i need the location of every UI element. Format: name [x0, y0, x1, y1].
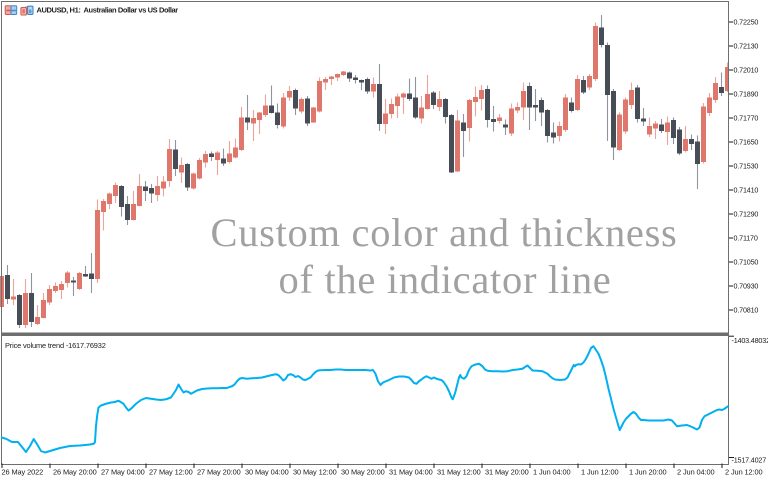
svg-text:0.71170: 0.71170: [734, 234, 758, 243]
svg-text:0.71890: 0.71890: [734, 90, 759, 99]
svg-text:-1517.4027: -1517.4027: [732, 456, 767, 465]
svg-text:0.70930: 0.70930: [734, 282, 759, 291]
svg-text:0.71530: 0.71530: [734, 162, 759, 171]
svg-text:30 May 20:00: 30 May 20:00: [341, 468, 385, 477]
svg-text:31 May 20:00: 31 May 20:00: [485, 468, 529, 477]
svg-text:0.72010: 0.72010: [734, 66, 759, 75]
svg-text:AUDUSD, H1: Australian Dollar: AUDUSD, H1: Australian Dollar vs US Doll…: [37, 6, 179, 15]
svg-text:27 May 04:00: 27 May 04:00: [101, 468, 145, 477]
svg-text:1 Jun 20:00: 1 Jun 20:00: [629, 468, 667, 477]
svg-text:26 May 2022: 26 May 2022: [2, 468, 44, 477]
svg-text:1 Jun 12:00: 1 Jun 12:00: [581, 468, 619, 477]
svg-text:0.72130: 0.72130: [734, 42, 759, 51]
svg-text:0.71650: 0.71650: [734, 138, 759, 147]
svg-text:0.72250: 0.72250: [734, 18, 759, 27]
svg-text:of the indicator line: of the indicator line: [279, 257, 612, 302]
svg-text:Price volume trend -1617.76932: Price volume trend -1617.76932: [5, 341, 106, 350]
svg-text:31 May 04:00: 31 May 04:00: [389, 468, 433, 477]
svg-text:0.71410: 0.71410: [734, 186, 759, 195]
svg-text:26 May 20:00: 26 May 20:00: [53, 468, 97, 477]
svg-text:1 Jun 04:00: 1 Jun 04:00: [533, 468, 571, 477]
svg-text:0.71770: 0.71770: [734, 114, 759, 123]
svg-text:2 Jun 12:00: 2 Jun 12:00: [725, 468, 763, 477]
svg-text:30 May 12:00: 30 May 12:00: [293, 468, 337, 477]
svg-text:-1403.48032: -1403.48032: [732, 336, 768, 345]
svg-text:0.70810: 0.70810: [734, 306, 759, 315]
svg-text:0.71050: 0.71050: [734, 258, 759, 267]
svg-text:Custom color and thickness: Custom color and thickness: [210, 210, 677, 255]
svg-text:27 May 12:00: 27 May 12:00: [149, 468, 193, 477]
svg-text:2 Jun 04:00: 2 Jun 04:00: [677, 468, 715, 477]
svg-text:27 May 20:00: 27 May 20:00: [197, 468, 241, 477]
svg-text:30 May 04:00: 30 May 04:00: [245, 468, 289, 477]
svg-text:0.71290: 0.71290: [734, 210, 759, 219]
svg-text:31 May 12:00: 31 May 12:00: [437, 468, 481, 477]
